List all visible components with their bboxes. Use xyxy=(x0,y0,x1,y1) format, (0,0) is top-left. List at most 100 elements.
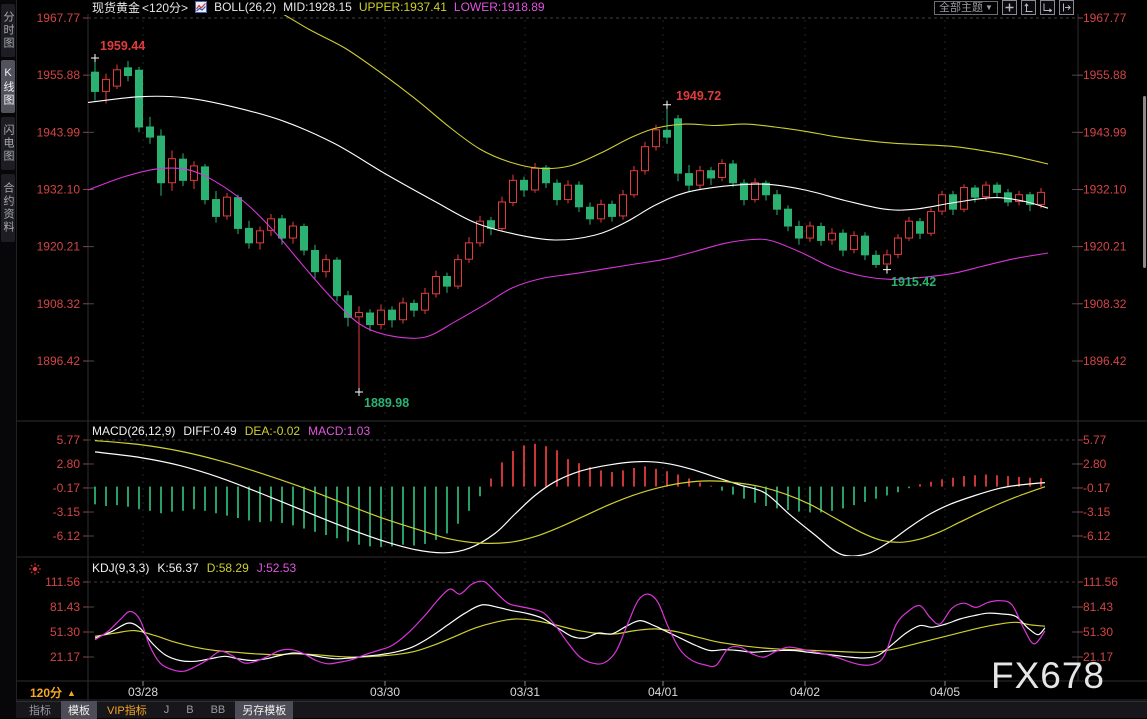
svg-text:51.30: 51.30 xyxy=(50,625,80,639)
boll-mid-value: MID:1928.15 xyxy=(283,0,352,14)
sidebar-tab-time-chart[interactable]: 分时图 xyxy=(1,4,15,57)
svg-text:81.43: 81.43 xyxy=(1083,600,1113,614)
macd-label-row: MACD(26,12,9) DIFF:0.49 DEA:-0.02 MACD:1… xyxy=(92,424,370,438)
period-label: 120分 xyxy=(30,686,63,700)
svg-text:1896.42: 1896.42 xyxy=(37,354,81,368)
chart-header: 现货黄金 <120分> BOLL(26,2) MID:1928.15 UPPER… xyxy=(92,0,545,15)
svg-text:5.77: 5.77 xyxy=(57,433,81,447)
svg-text:81.43: 81.43 xyxy=(50,600,80,614)
kdj-settings-icon[interactable] xyxy=(28,562,42,576)
triangle-up-icon: ▲ xyxy=(67,687,76,698)
kdj-name: KDJ(9,3,3) xyxy=(92,561,150,575)
svg-text:1949.72: 1949.72 xyxy=(676,89,721,103)
svg-text:5.77: 5.77 xyxy=(1083,433,1107,447)
macd-diff-value: DIFF:0.49 xyxy=(183,424,237,438)
chevron-down-icon: ▼ xyxy=(985,2,993,12)
macd-dea-line xyxy=(94,440,1046,544)
svg-text:-0.17: -0.17 xyxy=(1083,481,1111,495)
svg-text:-3.15: -3.15 xyxy=(1083,505,1111,519)
fit-vertical-button[interactable] xyxy=(1020,0,1036,15)
toolbar-tab-save-template[interactable]: 另存模板 xyxy=(235,701,294,719)
fit-horizontal-button[interactable] xyxy=(1039,0,1055,15)
svg-text:1920.21: 1920.21 xyxy=(37,240,81,254)
svg-text:1889.98: 1889.98 xyxy=(364,396,409,410)
macd-diff-line xyxy=(94,451,1046,556)
svg-text:1955.88: 1955.88 xyxy=(37,68,81,82)
svg-text:1943.99: 1943.99 xyxy=(1083,125,1127,139)
svg-text:03/30: 03/30 xyxy=(370,685,400,699)
chart-type-icon xyxy=(195,1,208,13)
boll-lower-line xyxy=(88,167,1049,339)
svg-text:1915.42: 1915.42 xyxy=(891,275,936,289)
kdj-d-line xyxy=(94,618,1046,658)
shift-right-button[interactable] xyxy=(1058,0,1074,15)
sidebar-tab-contract-info[interactable]: 合约资料 xyxy=(1,174,15,242)
boll-upper-value: UPPER:1937.41 xyxy=(358,0,447,14)
bottom-toolbar: 指标 模板 VIP指标 J B BB 另存模板 xyxy=(16,701,1147,719)
toolbar-tab-indicators[interactable]: 指标 xyxy=(29,705,51,717)
svg-text:2.80: 2.80 xyxy=(57,457,81,471)
svg-text:-6.12: -6.12 xyxy=(53,529,81,543)
sidebar: 分时图 K线图 闪电图 合约资料 xyxy=(0,0,17,718)
svg-text:1967.77: 1967.77 xyxy=(1083,11,1127,25)
kdj-j-value: J:52.53 xyxy=(256,561,297,575)
svg-text:1932.10: 1932.10 xyxy=(1083,182,1127,196)
boll-indicator-label: BOLL(26,2) xyxy=(214,0,277,14)
symbol-period: <120分> xyxy=(142,0,189,15)
price-annotations: 1959.44 1949.72 1915.42 1889.98 xyxy=(91,39,936,410)
boll-upper-line xyxy=(283,15,1049,170)
macd-axis-grid: 5.77 5.77 2.80 2.80 -0.17 -0.17 -3.15 -3.15 -6.1… xyxy=(53,433,1111,543)
svg-text:04/01: 04/01 xyxy=(648,685,678,699)
kdj-label-row: KDJ(9,3,3) K:56.37 D:58.29 J:52.53 xyxy=(92,561,296,575)
symbol-name: 现货黄金 xyxy=(92,0,141,15)
svg-text:04/05: 04/05 xyxy=(930,685,960,699)
svg-text:-3.15: -3.15 xyxy=(53,505,81,519)
svg-text:-0.17: -0.17 xyxy=(53,481,81,495)
svg-text:03/28: 03/28 xyxy=(128,685,158,699)
svg-text:21.17: 21.17 xyxy=(50,650,80,664)
svg-text:2.80: 2.80 xyxy=(1083,457,1107,471)
macd-histogram xyxy=(94,443,1042,548)
candlestick-series xyxy=(91,58,1045,392)
kdj-d-value: D:58.29 xyxy=(206,561,249,575)
toolbar-tab-templates[interactable]: 模板 xyxy=(61,701,97,719)
toolbar-tab-b[interactable]: B xyxy=(186,704,194,716)
svg-text:1967.77: 1967.77 xyxy=(37,11,81,25)
boll-mid-line xyxy=(88,95,1049,241)
svg-text:1908.32: 1908.32 xyxy=(1083,297,1127,311)
svg-text:03/31: 03/31 xyxy=(510,685,540,699)
svg-text:1943.99: 1943.99 xyxy=(37,125,81,139)
kdj-j-line xyxy=(94,580,1046,672)
kdj-k-line xyxy=(94,604,1046,663)
kdj-k-value: K:56.37 xyxy=(157,561,199,575)
theme-dropdown-label: 全部主题 xyxy=(939,1,983,14)
price-axis-grid: 1967.77 1967.77 1955.88 1955.88 1943.99 1943.… xyxy=(37,11,1127,368)
macd-dea-value: DEA:-0.02 xyxy=(244,424,301,438)
svg-text:-6.12: -6.12 xyxy=(1083,529,1111,543)
macd-name: MACD(26,12,9) xyxy=(92,424,176,438)
date-axis: 03/28 03/30 03/31 04/01 04/02 04/05 xyxy=(128,20,960,699)
svg-text:1932.10: 1932.10 xyxy=(37,182,81,196)
top-right-controls: 全部主题 ▼ xyxy=(934,0,1074,15)
toolbar-tab-vip-indicators[interactable]: VIP指标 xyxy=(107,705,147,717)
svg-text:111.56: 111.56 xyxy=(45,575,80,589)
sidebar-tab-kline-chart[interactable]: K线图 xyxy=(1,60,15,113)
svg-text:1896.42: 1896.42 xyxy=(1083,354,1127,368)
svg-text:51.30: 51.30 xyxy=(1083,625,1113,639)
kdj-axis-grid: 111.56 111.56 81.43 81.43 51.30 51.30 21.17 21.… xyxy=(45,575,1118,664)
svg-text:21.17: 21.17 xyxy=(1083,650,1113,664)
svg-text:1959.44: 1959.44 xyxy=(100,39,145,53)
svg-text:1955.88: 1955.88 xyxy=(1083,68,1127,82)
scrollbar-thumb[interactable] xyxy=(1143,96,1146,268)
sidebar-tab-lightning-chart[interactable]: 闪电图 xyxy=(1,117,15,170)
macd-macd-value: MACD:1.03 xyxy=(308,424,371,438)
toolbar-tab-j[interactable]: J xyxy=(163,704,170,716)
crosshair-button[interactable] xyxy=(1001,0,1017,15)
toolbar-tab-bb[interactable]: BB xyxy=(210,704,226,716)
svg-text:1920.21: 1920.21 xyxy=(1083,240,1127,254)
svg-text:04/02: 04/02 xyxy=(790,685,820,699)
fx678-watermark: FX678 xyxy=(991,655,1106,696)
theme-dropdown-button[interactable]: 全部主题 ▼ xyxy=(934,0,998,15)
boll-lower-value: LOWER:1918.89 xyxy=(453,0,545,14)
period-selector[interactable]: 120分 ▲ xyxy=(30,684,76,701)
